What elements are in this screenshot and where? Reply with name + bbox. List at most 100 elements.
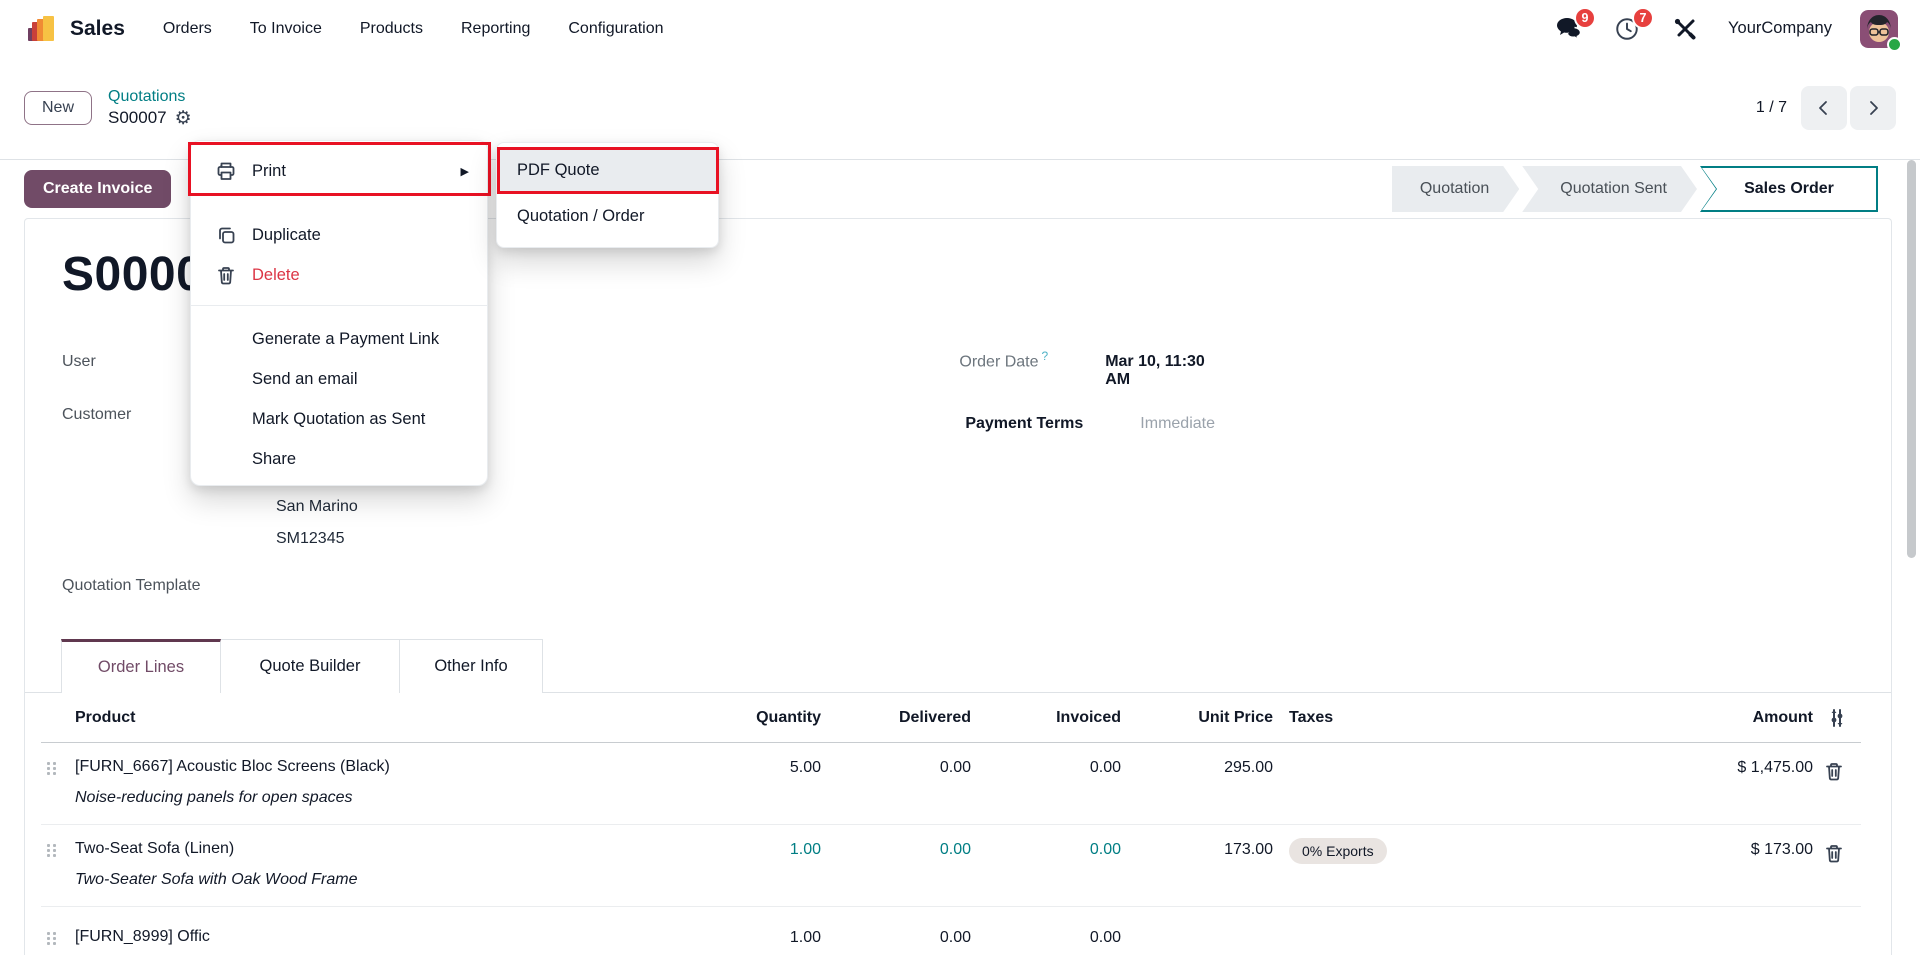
product-cell[interactable]: [FURN_8999] Offic <box>65 926 685 948</box>
delivered-cell[interactable]: 0.00 <box>939 841 971 858</box>
vertical-scrollbar-thumb[interactable] <box>1907 160 1916 558</box>
breadcrumb-quotations-link[interactable]: Quotations <box>108 88 186 105</box>
nav-right: 9 7 YourCompany <box>1554 6 1902 52</box>
breadcrumb: Quotations S00007 ⚙ <box>108 88 192 128</box>
delivered-cell[interactable]: 0.00 <box>939 759 971 776</box>
product-cell[interactable]: [FURN_6667] Acoustic Bloc Screens (Black… <box>65 756 685 811</box>
developer-tools-button[interactable] <box>1670 14 1700 44</box>
control-panel: New Quotations S00007 ⚙ 1 / 7 <box>0 57 1920 160</box>
product-name[interactable]: [FURN_6667] Acoustic Bloc Screens (Black… <box>75 758 390 775</box>
nav-item-to-invoice[interactable]: To Invoice <box>249 19 322 37</box>
printer-icon <box>215 161 237 181</box>
sales-app-menu[interactable]: Sales <box>24 11 125 46</box>
online-status-dot <box>1887 36 1902 52</box>
menu-item-print[interactable]: Print ▶ <box>191 149 487 193</box>
payment-terms-value[interactable]: Immediate <box>1140 415 1215 433</box>
submenu-item-quotation-order[interactable]: Quotation / Order <box>517 206 645 225</box>
product-cell[interactable]: Two-Seat Sofa (Linen) Two-Seater Sofa wi… <box>65 838 685 893</box>
invoiced-cell[interactable]: 0.00 <box>1089 841 1121 858</box>
address-line-zip[interactable]: SM12345 <box>276 530 345 547</box>
nav-item-reporting[interactable]: Reporting <box>460 19 531 37</box>
chat-bubbles-icon <box>1557 17 1582 40</box>
delete-line-button[interactable] <box>1819 926 1849 955</box>
optional-columns-button[interactable] <box>1821 702 1853 734</box>
order-line-row[interactable]: Two-Seat Sofa (Linen) Two-Seater Sofa wi… <box>41 825 1861 907</box>
delivered-cell[interactable]: 0.00 <box>939 929 971 946</box>
product-name[interactable]: Two-Seat Sofa (Linen) <box>75 840 235 857</box>
stage-bar: Quotation Quotation Sent Sales Order <box>1392 166 1878 212</box>
quotation-template-label: Quotation Template <box>62 577 201 594</box>
menu-item-duplicate[interactable]: Duplicate <box>191 215 487 255</box>
quantity-cell[interactable]: 1.00 <box>789 841 821 858</box>
menu-item-mark-quotation-sent[interactable]: Mark Quotation as Sent <box>252 409 426 428</box>
user-avatar[interactable] <box>1860 9 1902 52</box>
taxes-cell[interactable]: 0% Exports <box>1273 838 1703 864</box>
menu-item-send-email[interactable]: Send an email <box>252 369 358 388</box>
activities-button[interactable]: 7 <box>1612 6 1655 44</box>
delete-line-button[interactable] <box>1819 756 1849 786</box>
submenu-item-pdf-quote[interactable]: PDF Quote <box>498 149 717 191</box>
nav-item-products[interactable]: Products <box>359 19 423 37</box>
drag-handle-icon[interactable] <box>47 932 58 945</box>
quantity-cell[interactable]: 1.00 <box>789 929 821 946</box>
record-actions-menu: Print ▶ Duplicate Delete Generate a Paym… <box>188 140 491 486</box>
menu-item-duplicate-label: Duplicate <box>252 225 321 244</box>
drag-handle-icon[interactable] <box>47 844 58 857</box>
right-field-column: Order Date? Mar 10, 11:30 AM Payment Ter… <box>795 349 1215 459</box>
record-name: S00007 <box>108 108 167 127</box>
tax-tag[interactable]: 0% Exports <box>1289 838 1387 864</box>
menu-item-share[interactable]: Share <box>252 449 297 468</box>
create-invoice-button[interactable]: Create Invoice <box>24 170 172 208</box>
invoiced-cell[interactable]: 0.00 <box>1089 759 1121 776</box>
table-header-row: Product Quantity Delivered Invoiced Unit… <box>41 693 1861 743</box>
quantity-cell[interactable]: 5.00 <box>789 759 821 776</box>
amount-cell: $ 1,475.00 <box>1737 759 1813 776</box>
invoiced-cell[interactable]: 0.00 <box>1089 929 1121 946</box>
stage-quotation-sent[interactable]: Quotation Sent <box>1522 166 1697 212</box>
order-line-row[interactable]: [FURN_8999] Offic 1.00 0.00 0.00 <box>41 907 1861 955</box>
delete-line-button[interactable] <box>1819 838 1849 868</box>
pager-next-button[interactable] <box>1850 86 1896 130</box>
top-navbar: Sales Orders To Invoice Products Reporti… <box>0 0 1920 57</box>
menu-item-generate-payment-link[interactable]: Generate a Payment Link <box>252 329 440 348</box>
messages-button[interactable]: 9 <box>1554 6 1597 44</box>
menu-item-delete[interactable]: Delete <box>191 255 487 295</box>
product-description[interactable]: Noise-reducing panels for open spaces <box>75 789 353 806</box>
trash-icon <box>1826 762 1842 780</box>
tab-order-lines[interactable]: Order Lines <box>61 639 221 693</box>
order-date-label: Order Date <box>959 353 1039 371</box>
stage-sales-order-bg <box>1702 168 1876 210</box>
app-name: Sales <box>70 16 125 40</box>
unit-price-cell[interactable]: 295.00 <box>1224 759 1273 776</box>
order-date-value[interactable]: Mar 10, 11:30 AM <box>1105 353 1205 389</box>
nav-item-orders[interactable]: Orders <box>162 19 212 37</box>
breadcrumb-area: New Quotations S00007 ⚙ <box>24 88 192 128</box>
address-line-city[interactable]: San Marino <box>276 498 358 515</box>
gear-icon[interactable]: ⚙ <box>174 107 192 129</box>
header-taxes: Taxes <box>1289 708 1334 726</box>
submenu-caret-icon: ▶ <box>460 165 469 178</box>
unit-price-cell[interactable]: 173.00 <box>1224 841 1273 858</box>
stage-quotation[interactable]: Quotation <box>1392 166 1519 212</box>
customer-address: San Marino SM12345 <box>276 491 358 555</box>
nav-item-configuration[interactable]: Configuration <box>568 19 664 37</box>
tab-other-info[interactable]: Other Info <box>400 639 543 693</box>
chevron-left-icon <box>1819 101 1827 115</box>
order-line-row[interactable]: [FURN_6667] Acoustic Bloc Screens (Black… <box>41 743 1861 825</box>
menu-item-print-label: Print <box>252 161 286 180</box>
activities-badge: 7 <box>1632 6 1655 29</box>
stage-sales-order[interactable]: Sales Order <box>1700 166 1878 212</box>
new-button[interactable]: New <box>24 91 93 125</box>
status-button-row: Create Invoice Quotation Quotation Sent … <box>0 160 1920 218</box>
header-unit-price: Unit Price <box>1198 708 1273 726</box>
company-switcher[interactable]: YourCompany <box>1728 19 1832 37</box>
trash-icon <box>1826 844 1842 862</box>
taxes-cell[interactable] <box>1273 756 1703 759</box>
pager-previous-button[interactable] <box>1801 86 1847 130</box>
tab-quote-builder[interactable]: Quote Builder <box>221 639 400 693</box>
unit-price-cell[interactable] <box>1121 926 1273 929</box>
help-icon[interactable]: ? <box>1041 349 1049 363</box>
product-description[interactable]: Two-Seater Sofa with Oak Wood Frame <box>75 871 358 888</box>
product-name[interactable]: [FURN_8999] Offic <box>75 928 210 945</box>
drag-handle-icon[interactable] <box>47 762 58 775</box>
